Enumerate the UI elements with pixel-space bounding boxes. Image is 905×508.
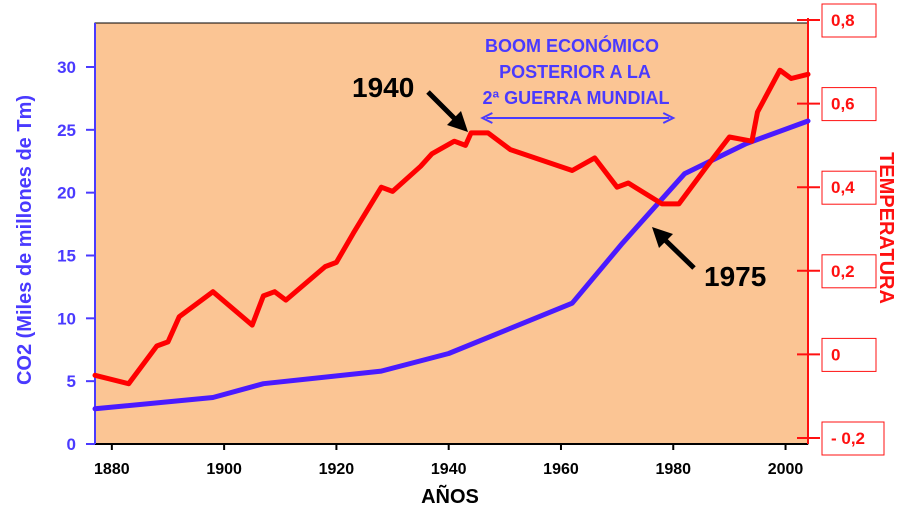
boom-label-line3: 2ª GUERRA MUNDIAL: [483, 88, 670, 108]
right-tick-label: 0: [831, 345, 840, 364]
arrow-1975-icon: [652, 227, 696, 270]
annotation-1975: 1975: [704, 261, 766, 292]
x-tick-label: 1920: [319, 461, 355, 478]
right-tick-box: [821, 170, 877, 205]
right-tick-box: [821, 87, 877, 122]
x-axis-ticks: 1880 1900 1920 1940 1960 1980 2000: [94, 444, 803, 478]
boom-label-line1: BOOM ECONÓMICO: [485, 35, 659, 56]
right-tick-label: 0,6: [831, 95, 855, 114]
right-tick-box: [821, 254, 877, 289]
left-tick-label: 10: [57, 309, 76, 328]
right-tick-box: [821, 337, 877, 372]
left-axis-title: CO2 (Miles de millones de Tm): [14, 95, 36, 385]
x-tick-label: 2000: [768, 461, 804, 478]
right-tick-label: 0,4: [831, 178, 855, 197]
left-tick-label: 5: [67, 372, 76, 391]
left-axis-ticks: 0 5 10 15 20 25 30: [57, 58, 95, 454]
plot-area: [94, 22, 809, 445]
left-tick-label: 15: [57, 246, 76, 265]
x-tick-label: 1900: [206, 461, 242, 478]
right-tick-box: [821, 421, 885, 456]
annotation-1940: 1940: [352, 72, 414, 103]
left-tick-label: 0: [67, 435, 76, 454]
boom-arrow-right-head: [662, 112, 676, 124]
boom-period-arrow: [480, 112, 676, 124]
x-tick-label: 1980: [655, 461, 691, 478]
x-tick-label: 1960: [543, 461, 579, 478]
right-tick-label: 0,2: [831, 262, 855, 281]
boom-label-line2: POSTERIOR A LA: [499, 62, 651, 82]
right-tick-box: [821, 3, 877, 38]
right-axis-title: TEMPERATURA: [875, 152, 897, 304]
left-tick-label: 30: [57, 58, 76, 77]
left-tick-label: 25: [57, 121, 76, 140]
arrow-1940-icon: [426, 90, 468, 132]
temperature-series-line: [92, 67, 811, 387]
left-tick-label: 20: [57, 184, 76, 203]
x-tick-label: 1880: [94, 461, 130, 478]
right-axis-ticks: - 0,2 0 0,2 0,4 0,6 0,8: [797, 3, 885, 456]
right-tick-label: - 0,2: [831, 429, 865, 448]
x-axis-title: AÑOS: [421, 485, 479, 508]
boom-arrow-left-head: [480, 112, 493, 124]
right-tick-label: 0,8: [831, 11, 855, 30]
series-layer: [92, 67, 811, 412]
x-tick-label: 1940: [431, 461, 467, 478]
